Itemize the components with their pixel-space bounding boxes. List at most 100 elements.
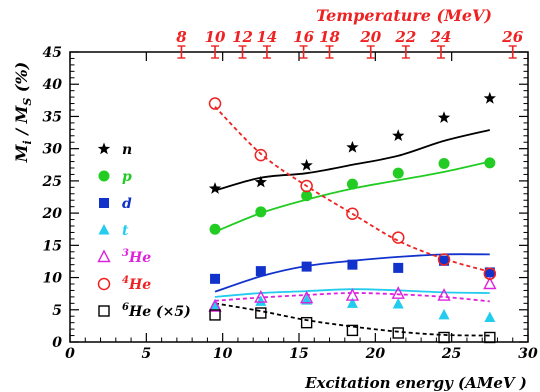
legend-marker-3 bbox=[98, 224, 110, 235]
legend-label-base: He bbox=[128, 250, 151, 266]
y-tick-label: 25 bbox=[42, 174, 62, 190]
data-point-series-5 bbox=[391, 231, 405, 244]
x-tick-label: 0 bbox=[65, 346, 75, 362]
y-tick-label: 40 bbox=[43, 77, 63, 93]
data-point-series-1 bbox=[209, 223, 221, 235]
data-point-series-4 bbox=[437, 288, 451, 301]
data-point-series-3 bbox=[392, 297, 404, 309]
plot-border bbox=[69, 51, 529, 343]
fit-curve-6 bbox=[214, 302, 490, 337]
y-axis-title-sub1: i bbox=[21, 140, 34, 144]
legend-label-superscript: 4 bbox=[122, 275, 129, 286]
legend-label-superscript: 6 bbox=[122, 302, 129, 313]
y-axis-title-sub2: S bbox=[21, 98, 34, 106]
top-axis-tick-label: 18 bbox=[319, 28, 340, 46]
legend-label-2: d bbox=[122, 196, 132, 212]
data-point-series-3 bbox=[438, 308, 450, 320]
data-point-series-0 bbox=[346, 140, 359, 153]
y-tick-label: 10 bbox=[43, 271, 63, 287]
data-point-series-6 bbox=[484, 331, 496, 344]
data-point-series-4 bbox=[299, 290, 314, 304]
legend-label-5: 4He bbox=[122, 275, 151, 293]
top-axis-tick-label: 16 bbox=[293, 28, 314, 46]
data-point-series-5 bbox=[300, 179, 313, 193]
plot-frame bbox=[69, 51, 529, 343]
top-axis: 8 10 12 14 16 18 20 22 24 26 bbox=[176, 28, 524, 59]
data-point-series-1 bbox=[346, 178, 358, 190]
x-tick-label: 20 bbox=[365, 346, 386, 362]
y-tick-label: 0 bbox=[52, 335, 62, 351]
y-axis-title-unit: (%) bbox=[12, 62, 31, 98]
top-axis-tick-label: 22 bbox=[394, 28, 416, 46]
legend-marker-6 bbox=[98, 305, 110, 317]
data-point-series-5 bbox=[483, 267, 497, 280]
top-axis-tick-label: 10 bbox=[205, 28, 226, 46]
legend-label-base: He (×5) bbox=[128, 304, 191, 320]
legend-label-0: n bbox=[122, 142, 132, 158]
x-tick-label: 10 bbox=[213, 346, 233, 362]
y-tick-label: 35 bbox=[43, 109, 62, 125]
data-point-series-0 bbox=[254, 175, 267, 188]
top-axis-tick-label: 8 bbox=[176, 28, 187, 46]
data-point-series-0 bbox=[300, 158, 313, 171]
data-point-series-4 bbox=[391, 286, 405, 299]
data-point-series-3 bbox=[346, 297, 358, 308]
top-axis-tick-label: 20 bbox=[359, 28, 381, 46]
axes: 0 5 10 15 20 25 30 0 5 10 15 20 25 30 35 40 45 bbox=[42, 45, 538, 362]
y-tick-label: 45 bbox=[43, 45, 62, 61]
data-point-series-5 bbox=[437, 253, 451, 266]
data-point-series-5 bbox=[208, 97, 222, 110]
y-tick-label: 30 bbox=[43, 142, 63, 158]
data-point-series-2 bbox=[255, 266, 266, 277]
data-point-series-1 bbox=[301, 190, 313, 202]
legend-marker-4 bbox=[97, 249, 111, 263]
legend-marker-2 bbox=[99, 198, 109, 208]
data-point-series-1 bbox=[484, 157, 496, 169]
data-point-series-0 bbox=[483, 91, 496, 104]
data-point-series-6 bbox=[346, 324, 359, 337]
x-tick-label: 30 bbox=[518, 346, 538, 362]
y-tick-label: 15 bbox=[43, 238, 62, 254]
legend-marker-1 bbox=[98, 170, 110, 182]
data-point-series-2 bbox=[393, 262, 404, 273]
legend-label-6: 6He (×5) bbox=[122, 302, 191, 320]
data-point-series-4 bbox=[345, 288, 360, 301]
top-axis-tick-label: 14 bbox=[257, 28, 278, 46]
data-point-series-4 bbox=[208, 299, 222, 312]
legend-marker-5 bbox=[97, 277, 111, 291]
data-point-series-2 bbox=[347, 259, 358, 270]
x-axis-title: Excitation energy (AMeV ) bbox=[304, 374, 527, 392]
data-point-series-6 bbox=[392, 327, 404, 339]
data-point-series-0 bbox=[208, 182, 222, 194]
data-point-series-2 bbox=[301, 261, 312, 272]
data-point-series-4 bbox=[483, 276, 497, 290]
data-points bbox=[208, 91, 497, 344]
top-axis-title: Temperature (MeV) bbox=[316, 6, 492, 25]
x-tick-label: 15 bbox=[289, 346, 308, 362]
data-point-series-3 bbox=[484, 311, 496, 323]
legend-marker-0 bbox=[97, 142, 111, 155]
top-axis-tick-label: 26 bbox=[501, 28, 523, 46]
data-point-series-0 bbox=[392, 129, 405, 141]
data-point-series-6 bbox=[300, 316, 313, 329]
data-point-series-4 bbox=[254, 290, 268, 303]
x-tick-label: 5 bbox=[141, 346, 151, 362]
legend-label-3: t bbox=[122, 223, 129, 239]
y-axis-title-main: M bbox=[12, 143, 31, 163]
x-tick-label: 25 bbox=[441, 346, 461, 362]
data-point-series-2 bbox=[484, 267, 495, 278]
data-point-series-5 bbox=[346, 207, 359, 221]
data-point-series-1 bbox=[438, 157, 450, 169]
data-point-series-6 bbox=[255, 307, 267, 319]
y-axis-title: Mi / MS (%) bbox=[12, 62, 34, 163]
data-point-series-6 bbox=[209, 309, 221, 321]
data-point-series-1 bbox=[255, 206, 267, 218]
data-point-series-1 bbox=[392, 167, 404, 179]
data-point-series-0 bbox=[437, 111, 451, 123]
legend-label-4: 3He bbox=[122, 248, 151, 266]
y-axis-title-sep: / M bbox=[12, 104, 31, 140]
data-point-series-6 bbox=[438, 331, 450, 344]
data-point-series-2 bbox=[439, 255, 450, 266]
legend-label-superscript: 3 bbox=[122, 248, 129, 259]
